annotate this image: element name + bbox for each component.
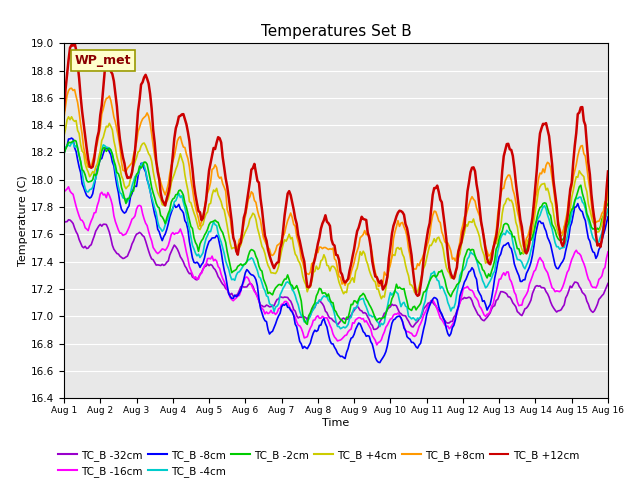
Line: TC_B -8cm: TC_B -8cm bbox=[64, 138, 608, 362]
TC_B -16cm bbox=[604, 249, 612, 255]
X-axis label: Time: Time bbox=[323, 418, 349, 428]
TC_B -16cm bbox=[371, 337, 379, 343]
Line: TC_B +12cm: TC_B +12cm bbox=[64, 43, 608, 296]
TC_B +8cm bbox=[77, 121, 84, 127]
TC_B +4cm bbox=[378, 296, 385, 301]
TC_B -16cm bbox=[391, 311, 399, 317]
TC_B -4cm bbox=[77, 159, 84, 165]
TC_B -16cm bbox=[65, 184, 72, 190]
TC_B +12cm bbox=[390, 223, 397, 229]
TC_B -8cm bbox=[376, 360, 383, 365]
TC_B +12cm bbox=[371, 274, 379, 279]
TC_B +8cm bbox=[403, 234, 411, 240]
TC_B -2cm bbox=[60, 151, 68, 157]
TC_B +8cm bbox=[374, 284, 382, 289]
TC_B -8cm bbox=[541, 225, 548, 231]
TC_B +8cm bbox=[604, 186, 612, 192]
TC_B -16cm bbox=[373, 342, 381, 348]
TC_B -8cm bbox=[60, 151, 68, 156]
TC_B -16cm bbox=[163, 245, 171, 251]
Line: TC_B -16cm: TC_B -16cm bbox=[64, 187, 608, 345]
Line: TC_B +8cm: TC_B +8cm bbox=[64, 88, 608, 287]
TC_B -32cm bbox=[373, 326, 381, 332]
Line: TC_B -2cm: TC_B -2cm bbox=[64, 140, 608, 324]
TC_B +8cm bbox=[391, 229, 399, 235]
TC_B -2cm bbox=[163, 215, 171, 221]
TC_B -8cm bbox=[391, 316, 399, 322]
TC_B -4cm bbox=[403, 304, 411, 310]
TC_B -2cm bbox=[604, 201, 612, 206]
Title: Temperatures Set B: Temperatures Set B bbox=[260, 24, 412, 39]
TC_B -2cm bbox=[391, 288, 399, 294]
TC_B +8cm bbox=[60, 115, 68, 120]
TC_B +12cm bbox=[60, 108, 68, 113]
TC_B -16cm bbox=[60, 189, 68, 195]
TC_B -2cm bbox=[541, 200, 548, 206]
TC_B -32cm bbox=[391, 302, 399, 308]
TC_B +4cm bbox=[77, 142, 84, 147]
TC_B +8cm bbox=[163, 187, 171, 193]
Line: TC_B -4cm: TC_B -4cm bbox=[64, 143, 608, 329]
TC_B -8cm bbox=[163, 227, 171, 232]
TC_B +12cm bbox=[402, 221, 410, 227]
TC_B +12cm bbox=[71, 40, 79, 46]
TC_B -4cm bbox=[373, 318, 381, 324]
TC_B +12cm bbox=[163, 195, 171, 201]
TC_B +8cm bbox=[371, 270, 379, 276]
TC_B +4cm bbox=[371, 279, 379, 285]
TC_B -8cm bbox=[68, 135, 76, 141]
TC_B -32cm bbox=[65, 217, 72, 223]
TC_B -2cm bbox=[71, 137, 79, 143]
TC_B -32cm bbox=[77, 240, 84, 246]
TC_B -4cm bbox=[337, 326, 344, 332]
TC_B -32cm bbox=[163, 259, 171, 265]
TC_B -4cm bbox=[60, 148, 68, 154]
TC_B +4cm bbox=[391, 252, 399, 258]
TC_B -32cm bbox=[403, 316, 411, 322]
TC_B -16cm bbox=[77, 217, 84, 223]
TC_B -32cm bbox=[370, 326, 378, 332]
TC_B -8cm bbox=[77, 170, 84, 176]
TC_B +4cm bbox=[541, 180, 548, 186]
TC_B -8cm bbox=[604, 214, 612, 220]
TC_B -4cm bbox=[69, 140, 77, 145]
TC_B -32cm bbox=[604, 280, 612, 286]
TC_B -2cm bbox=[403, 299, 411, 304]
TC_B -4cm bbox=[541, 203, 548, 209]
TC_B -32cm bbox=[60, 220, 68, 226]
TC_B +4cm bbox=[403, 268, 411, 274]
TC_B +12cm bbox=[413, 293, 421, 299]
TC_B +4cm bbox=[68, 114, 76, 120]
TC_B -4cm bbox=[163, 218, 171, 224]
TC_B +12cm bbox=[604, 168, 612, 174]
TC_B +4cm bbox=[163, 199, 171, 204]
TC_B -32cm bbox=[541, 285, 548, 291]
TC_B +8cm bbox=[541, 169, 548, 175]
TC_B -16cm bbox=[541, 264, 548, 270]
TC_B -2cm bbox=[77, 158, 84, 164]
TC_B +12cm bbox=[541, 121, 548, 127]
TC_B +12cm bbox=[77, 94, 84, 99]
TC_B -4cm bbox=[604, 206, 612, 212]
TC_B +4cm bbox=[604, 193, 612, 199]
TC_B +4cm bbox=[60, 132, 68, 138]
TC_B +8cm bbox=[68, 85, 76, 91]
Line: TC_B -32cm: TC_B -32cm bbox=[64, 220, 608, 329]
TC_B -8cm bbox=[371, 354, 379, 360]
TC_B -4cm bbox=[391, 288, 399, 294]
Y-axis label: Temperature (C): Temperature (C) bbox=[19, 175, 28, 266]
TC_B -16cm bbox=[403, 329, 411, 335]
Text: WP_met: WP_met bbox=[75, 54, 131, 67]
TC_B -8cm bbox=[403, 334, 411, 339]
TC_B -2cm bbox=[373, 318, 381, 324]
Line: TC_B +4cm: TC_B +4cm bbox=[64, 117, 608, 299]
TC_B -2cm bbox=[303, 322, 311, 327]
Legend: TC_B -32cm, TC_B -16cm, TC_B -8cm, TC_B -4cm, TC_B -2cm, TC_B +4cm, TC_B +8cm, T: TC_B -32cm, TC_B -16cm, TC_B -8cm, TC_B … bbox=[58, 450, 579, 477]
